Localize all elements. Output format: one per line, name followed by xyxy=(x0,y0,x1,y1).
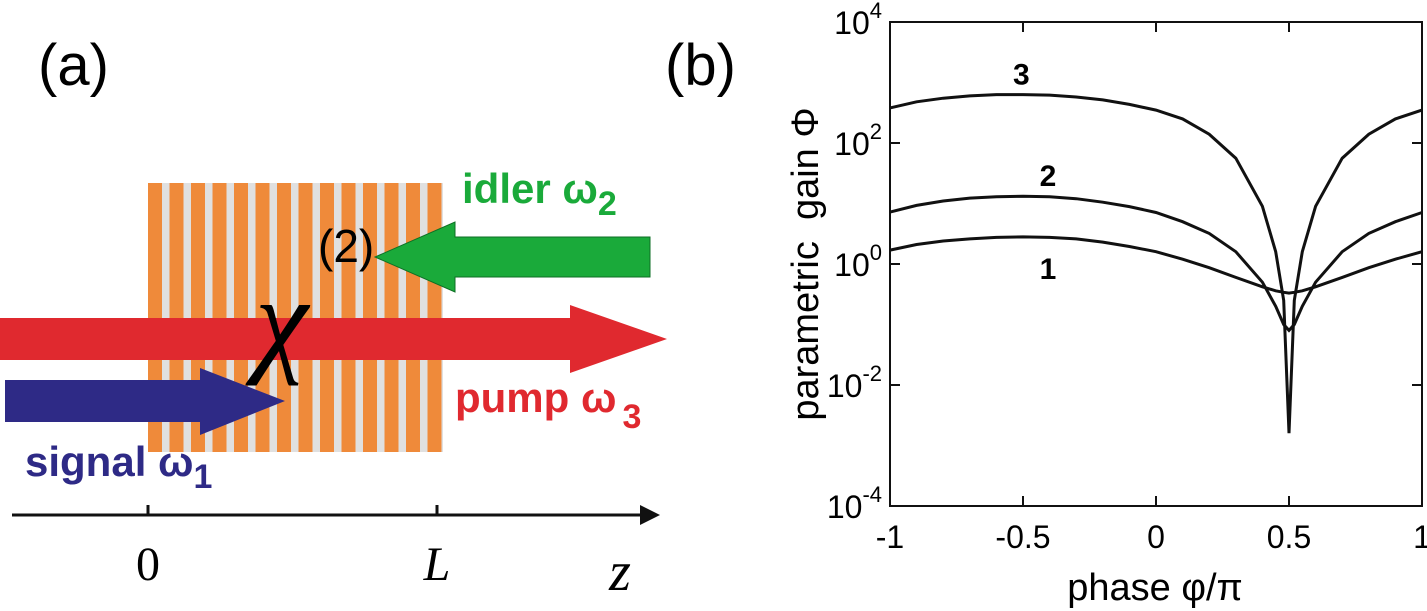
stripe xyxy=(255,183,270,452)
y-tick-exponent: 0 xyxy=(870,240,882,265)
y-tick-exponent: -2 xyxy=(862,361,882,386)
y-tick-exponent: -4 xyxy=(862,482,882,507)
y-tick-base: 10 xyxy=(834,247,870,283)
z-axis-arrowhead xyxy=(640,505,660,525)
stripe xyxy=(363,183,377,452)
signal-arrow xyxy=(5,368,285,435)
panel-b: (b) phase φ/π parametric gain Φ 10-410-2… xyxy=(665,0,1427,609)
idler-text: idler ω xyxy=(462,165,598,212)
chi-symbol: χ xyxy=(245,253,311,386)
y-tick-label: 10-2 xyxy=(827,361,882,404)
pump-text: pump ω xyxy=(455,374,616,421)
idler-label: idler ω2 xyxy=(462,165,617,223)
y-tick-base: 10 xyxy=(827,368,863,404)
x-tick-label: -1 xyxy=(876,519,904,555)
x-axis-label: phase φ/π xyxy=(1067,567,1243,609)
stripe xyxy=(320,183,334,452)
poling-stripes xyxy=(148,183,442,452)
signal-subscript: 1 xyxy=(194,458,213,496)
y-axis-label: parametric gain Φ xyxy=(785,107,827,420)
x-tick-label: 1 xyxy=(1413,519,1427,555)
curve xyxy=(889,93,1423,434)
y-tick-label: 102 xyxy=(834,119,882,162)
x-tick-label: 0.5 xyxy=(1267,519,1311,555)
y-tick-label: 100 xyxy=(834,240,882,283)
curve xyxy=(889,235,1423,295)
y-tick-label: 104 xyxy=(834,0,882,41)
stripe xyxy=(406,183,420,452)
z-origin-label: 0 xyxy=(136,538,160,591)
x-tick-label: -0.5 xyxy=(995,519,1050,555)
curve-label: 1 xyxy=(1040,253,1057,286)
stripe xyxy=(427,183,442,452)
idler-subscript: 2 xyxy=(598,185,617,223)
pump-arrow xyxy=(0,305,667,373)
signal-label: signal ω1 xyxy=(25,438,212,496)
y-tick-base: 10 xyxy=(834,5,870,41)
x-tick-label: 0 xyxy=(1147,519,1165,555)
stripe xyxy=(277,183,291,452)
z-variable-label: z xyxy=(608,541,631,603)
stripe xyxy=(384,183,399,452)
y-tick-base: 10 xyxy=(834,126,870,162)
y-tick-exponent: 4 xyxy=(870,0,882,23)
curve xyxy=(889,194,1423,333)
z-end-label: L xyxy=(423,538,451,591)
y-tick-exponent: 2 xyxy=(870,119,882,144)
stripe xyxy=(298,183,313,452)
panel-label: (a) xyxy=(38,33,109,98)
chi-order: (2) xyxy=(318,220,374,272)
y-tick-base: 10 xyxy=(827,489,863,525)
y-tick-label: 10-4 xyxy=(827,482,882,525)
idler-arrow xyxy=(373,221,651,293)
signal-text: signal ω xyxy=(25,438,194,485)
pump-subscript: 3 xyxy=(622,398,641,436)
panel-label: (b) xyxy=(665,33,736,98)
stripe xyxy=(341,183,356,452)
curve-label: 3 xyxy=(1013,59,1030,92)
curve-label: 2 xyxy=(1040,160,1057,193)
